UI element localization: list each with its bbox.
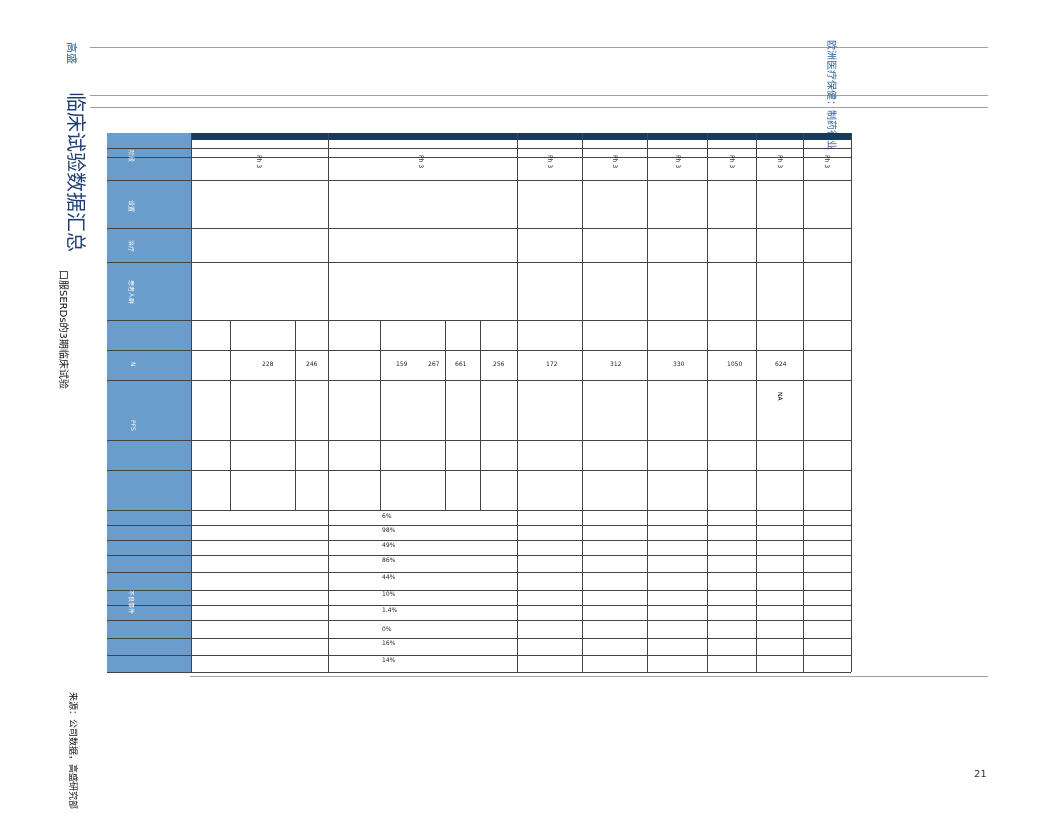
rule xyxy=(90,47,988,48)
grid-line xyxy=(517,133,518,672)
n-value: 1050 xyxy=(727,361,743,368)
grid-line xyxy=(107,350,851,351)
phase: Ph 3 xyxy=(611,155,618,169)
label-column xyxy=(107,133,191,672)
grid-line xyxy=(107,510,851,511)
grid-line xyxy=(707,133,708,672)
grid-line xyxy=(756,133,757,672)
grid-line xyxy=(107,555,851,556)
grid-line xyxy=(107,380,851,381)
brand: 高盛 xyxy=(65,42,78,64)
grid-line xyxy=(851,133,852,672)
grid-line xyxy=(107,605,851,606)
row-label: PFS xyxy=(129,420,136,431)
grid-line xyxy=(107,320,851,321)
phase: Ph 3 xyxy=(823,155,830,169)
source: 来源：公司数据，高盛研究部 xyxy=(67,692,77,810)
grid-line xyxy=(480,320,481,510)
grid-line xyxy=(191,133,192,672)
grid-line xyxy=(380,320,381,510)
grid-line xyxy=(107,572,851,573)
rule xyxy=(90,107,988,108)
phase: Ph 3 xyxy=(674,155,681,169)
n-value: 624 xyxy=(775,361,787,368)
header-band xyxy=(191,133,851,140)
grid-line xyxy=(107,620,851,621)
phase: Ph 3 xyxy=(255,155,262,169)
n-value: 228 xyxy=(262,361,274,368)
grid-line xyxy=(107,540,851,541)
title: 临床试验数据汇总 xyxy=(64,92,88,252)
n-value: 256 xyxy=(493,361,505,368)
n-value: 312 xyxy=(610,361,622,368)
row-label: 治疗 xyxy=(127,240,134,253)
ae-value: 49% xyxy=(382,542,396,549)
grid-line xyxy=(107,262,851,263)
grid-line xyxy=(107,590,851,591)
n-value: 661 xyxy=(455,361,467,368)
ae-value: 10% xyxy=(382,591,396,598)
ae-value: 14% xyxy=(382,657,396,664)
ae-value: 6% xyxy=(382,513,392,520)
grid-line xyxy=(107,157,851,158)
ae-value: 98% xyxy=(382,527,396,534)
phase: Ph 3 xyxy=(417,155,424,169)
ae-value: 44% xyxy=(382,574,396,581)
n-value: 246 xyxy=(306,361,318,368)
grid-line xyxy=(803,133,804,672)
subtitle: 口服SERDs的3期临床试验 xyxy=(57,270,68,389)
grid-line xyxy=(107,470,851,471)
n-value: 267 xyxy=(428,361,440,368)
grid-line xyxy=(107,148,851,149)
n-value: 159 xyxy=(396,361,408,368)
row-label: 设置 xyxy=(127,200,134,213)
grid-line xyxy=(647,133,648,672)
grid-line xyxy=(107,672,851,673)
grid-line xyxy=(295,320,296,510)
ae-value: 16% xyxy=(382,640,396,647)
rule xyxy=(90,95,988,96)
page-number: 21 xyxy=(974,769,987,780)
grid-line xyxy=(107,440,851,441)
ae-value: 86% xyxy=(382,557,396,564)
phase: Ph 3 xyxy=(728,155,735,169)
row-label: 患者人群 xyxy=(127,280,134,305)
n-value: 172 xyxy=(546,361,558,368)
grid-line xyxy=(445,320,446,510)
pfs-value: NA xyxy=(776,392,783,401)
grid-line xyxy=(107,655,851,656)
phase: Ph 3 xyxy=(546,155,553,169)
row-label: N xyxy=(129,362,136,367)
row-label: 不良事件 xyxy=(127,590,134,615)
grid-line xyxy=(107,180,851,181)
grid-line xyxy=(107,638,851,639)
grid-line xyxy=(107,525,851,526)
grid-line xyxy=(582,133,583,672)
grid-line xyxy=(107,228,851,229)
grid-line xyxy=(328,133,329,672)
ae-value: 1.4% xyxy=(382,607,398,614)
rule xyxy=(190,676,988,677)
row-label: 阶段 xyxy=(127,150,134,163)
ae-value: 0% xyxy=(382,626,392,633)
grid-line xyxy=(230,320,231,510)
phase: Ph 3 xyxy=(776,155,783,169)
n-value: 330 xyxy=(673,361,685,368)
